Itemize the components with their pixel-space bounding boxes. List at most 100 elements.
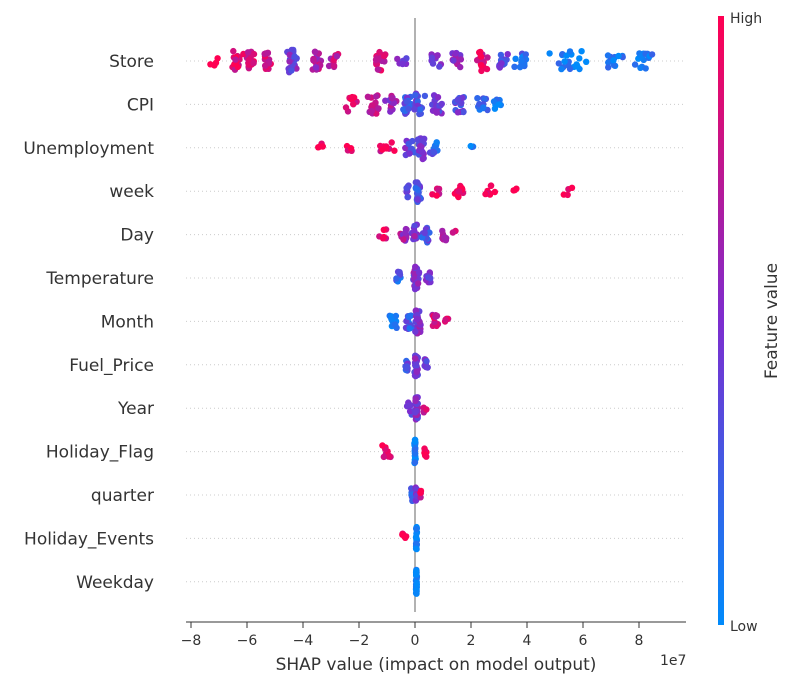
shap-point xyxy=(286,51,293,58)
shap-point xyxy=(454,109,462,116)
shap-point xyxy=(312,64,320,71)
shap-point xyxy=(491,105,499,112)
shap-point xyxy=(293,65,300,72)
shap-point xyxy=(522,51,529,58)
shap-point xyxy=(483,65,491,73)
shap-point xyxy=(438,100,445,108)
x-tick-label: 8 xyxy=(635,633,644,649)
shap-point xyxy=(419,155,426,163)
feature-label-holiday_flag: Holiday_Flag xyxy=(46,443,154,463)
shap-point xyxy=(477,53,485,60)
shap-point xyxy=(455,188,463,195)
shap-point xyxy=(311,48,319,55)
shap-point xyxy=(478,67,485,75)
colorbar-low-label: Low xyxy=(730,619,758,635)
shap-point xyxy=(561,58,568,65)
shap-point xyxy=(405,105,412,113)
shap-point xyxy=(432,312,439,319)
shap-point xyxy=(262,62,269,69)
feature-label-month: Month xyxy=(101,312,154,332)
shap-point xyxy=(414,280,422,287)
shap-point xyxy=(450,57,457,64)
shap-point xyxy=(230,47,237,55)
shap-point xyxy=(399,60,406,68)
shap-point xyxy=(403,365,410,372)
shap-point xyxy=(576,55,583,62)
shap-point xyxy=(414,98,421,105)
shap-point xyxy=(481,95,488,103)
shap-point xyxy=(368,102,376,109)
shap-points xyxy=(207,46,656,597)
shap-point xyxy=(457,63,464,71)
feature-label-cpi: CPI xyxy=(127,95,154,115)
shap-point xyxy=(583,58,590,65)
shap-point xyxy=(400,236,407,243)
shap-point xyxy=(413,368,420,375)
shap-point xyxy=(412,589,420,597)
feature-labels: Store CPI Unemployment week Day Temperature Mo… xyxy=(23,52,154,593)
shap-point xyxy=(433,192,440,199)
shap-point xyxy=(412,185,419,192)
shap-point xyxy=(546,50,553,57)
shap-point xyxy=(411,355,419,362)
shap-point xyxy=(568,184,576,191)
shap-point xyxy=(412,263,419,270)
shap-point xyxy=(412,545,420,552)
feature-label-temperature: Temperature xyxy=(45,269,154,289)
shap-point xyxy=(372,93,380,100)
shap-point xyxy=(404,193,411,201)
shap-point xyxy=(433,139,440,146)
x-scale-note: 1e7 xyxy=(660,653,686,669)
shap-point xyxy=(497,51,505,59)
shap-point xyxy=(413,535,420,543)
shap-point xyxy=(610,61,618,69)
shap-point xyxy=(487,182,495,189)
x-tick-label: −6 xyxy=(237,633,258,649)
shap-point xyxy=(480,104,487,111)
shap-point xyxy=(605,58,612,66)
shap-point xyxy=(429,60,437,67)
shap-point xyxy=(421,229,428,237)
shap-point xyxy=(325,62,333,70)
x-tick-label: −8 xyxy=(181,633,202,649)
shap-point xyxy=(245,56,253,63)
x-tick-label: 6 xyxy=(579,633,588,649)
shap-point xyxy=(379,235,387,242)
shap-point xyxy=(405,402,412,409)
shap-point xyxy=(482,190,489,198)
shap-point xyxy=(435,186,442,194)
shap-point xyxy=(631,61,639,68)
shap-point xyxy=(474,95,481,102)
feature-label-weekday: Weekday xyxy=(76,573,154,593)
shap-point xyxy=(234,63,241,71)
shap-point xyxy=(413,525,420,533)
shap-point xyxy=(392,321,399,328)
shap-point xyxy=(374,66,382,73)
shap-point xyxy=(411,105,418,113)
shap-point xyxy=(214,55,221,62)
shap-point xyxy=(388,315,395,322)
x-tick-label: 4 xyxy=(523,633,532,649)
shap-point xyxy=(347,145,355,152)
shap-point xyxy=(412,397,419,405)
shap-point xyxy=(516,63,524,71)
shap-point xyxy=(433,108,440,116)
shap-point xyxy=(349,93,356,101)
colorbar xyxy=(718,16,724,625)
feature-label-unemployment: Unemployment xyxy=(23,139,154,159)
shap-point xyxy=(406,150,413,157)
shap-point xyxy=(417,489,424,496)
shap-point xyxy=(288,67,295,74)
shap-point xyxy=(390,99,398,107)
shap-point xyxy=(434,94,442,101)
shap-point xyxy=(427,275,434,282)
shap-point xyxy=(407,312,414,320)
shap-point xyxy=(380,226,387,233)
shap-point xyxy=(491,188,499,196)
shap-point xyxy=(642,65,649,72)
shap-point xyxy=(421,445,428,452)
shap-point xyxy=(413,581,420,588)
shap-point xyxy=(411,285,419,293)
shap-point xyxy=(604,52,612,59)
x-tick-label: 0 xyxy=(411,633,420,649)
